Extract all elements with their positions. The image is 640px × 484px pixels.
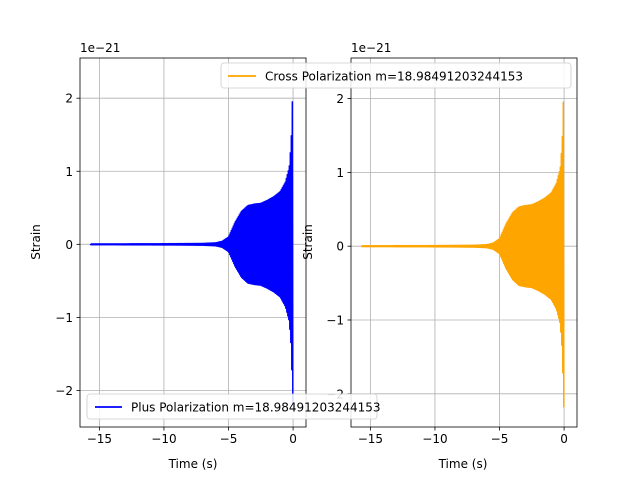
left-plot-area [89,101,294,404]
right-legend: Cross Polarization m=18.98491203244153 [220,62,572,89]
right-y-tick-label: 1 [336,166,344,180]
right-series-line [360,101,565,408]
left-y-tick-label: 2 [65,92,73,106]
left-axes-frame [79,57,307,428]
right-y-tick-label: 2 [336,92,344,106]
left-y-offset-label: 1e−21 [80,41,120,55]
left-y-tick-label: −1 [55,311,73,325]
right-y-tick-label: −1 [326,313,344,327]
left-x-tick-label: −10 [151,432,176,446]
left-y-axis-label: Strain [29,224,43,260]
right-x-tick-label: −10 [422,432,447,446]
left-x-ticks: −15 −10 −5 0 [87,427,297,446]
right-y-offset-label: 1e−21 [351,41,391,55]
left-x-tick-label: 0 [289,432,297,446]
left-legend-label: Plus Polarization m=18.98491203244153 [131,401,381,415]
right-x-tick-label: −5 [491,432,509,446]
right-x-axis-label: Time (s) [438,457,488,471]
right-axes-frame [350,57,578,428]
right-legend-box [220,62,572,89]
left-x-tick-label: −15 [87,432,112,446]
left-y-tick-label: 1 [65,165,73,179]
left-y-tick-label: 0 [65,238,73,252]
left-legend: Plus Polarization m=18.98491203244153 [86,393,381,420]
right-x-ticks: −15 −10 −5 0 [358,427,568,446]
right-plot-area [360,101,565,408]
left-x-tick-label: −5 [220,432,238,446]
right-legend-label: Cross Polarization m=18.98491203244153 [265,70,523,84]
left-x-axis-label: Time (s) [168,457,218,471]
right-x-tick-label: 0 [560,432,568,446]
right-y-axis-label: Strain [301,224,315,260]
left-y-ticks: −2 −1 0 1 2 [55,92,80,398]
left-y-tick-label: −2 [55,384,73,398]
right-y-tick-label: 0 [336,240,344,254]
left-legend-box [86,393,378,420]
left-series-line [89,101,294,404]
right-x-tick-label: −15 [358,432,383,446]
